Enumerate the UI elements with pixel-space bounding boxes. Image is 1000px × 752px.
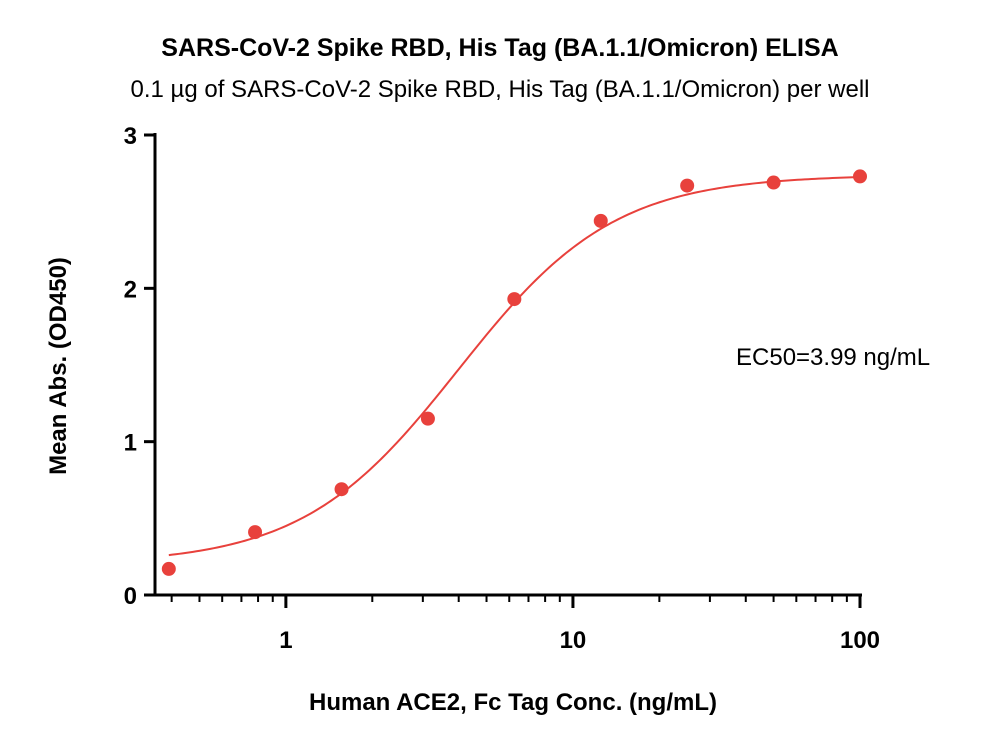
x-axis-label: Human ACE2, Fc Tag Conc. (ng/mL)	[309, 689, 717, 716]
y-tick-label: 3	[124, 123, 137, 150]
chart-title: SARS-CoV-2 Spike RBD, His Tag (BA.1.1/Om…	[161, 34, 839, 62]
y-tick-label: 1	[124, 430, 137, 457]
axes: 0 1 2 3 1 10 100	[124, 123, 880, 654]
x-tick-label: 100	[840, 627, 880, 654]
data-point	[680, 178, 695, 193]
data-point	[334, 482, 349, 497]
y-tick-label: 2	[124, 276, 137, 303]
ec50-annotation: EC50=3.99 ng/mL	[736, 344, 930, 371]
data-point	[420, 411, 435, 426]
chart-subtitle: 0.1 µg of SARS-CoV-2 Spike RBD, His Tag …	[130, 76, 870, 103]
y-tick-label: 0	[124, 583, 137, 610]
data-point	[766, 175, 781, 190]
data-point	[507, 292, 522, 307]
x-tick-label: 1	[279, 627, 292, 654]
data-points	[161, 169, 867, 576]
data-point	[853, 169, 867, 184]
data-point	[593, 213, 608, 228]
data-point	[161, 561, 176, 576]
x-tick-label: 10	[560, 627, 587, 654]
data-point	[248, 525, 263, 540]
y-axis-label: Mean Abs. (OD450)	[45, 257, 72, 475]
